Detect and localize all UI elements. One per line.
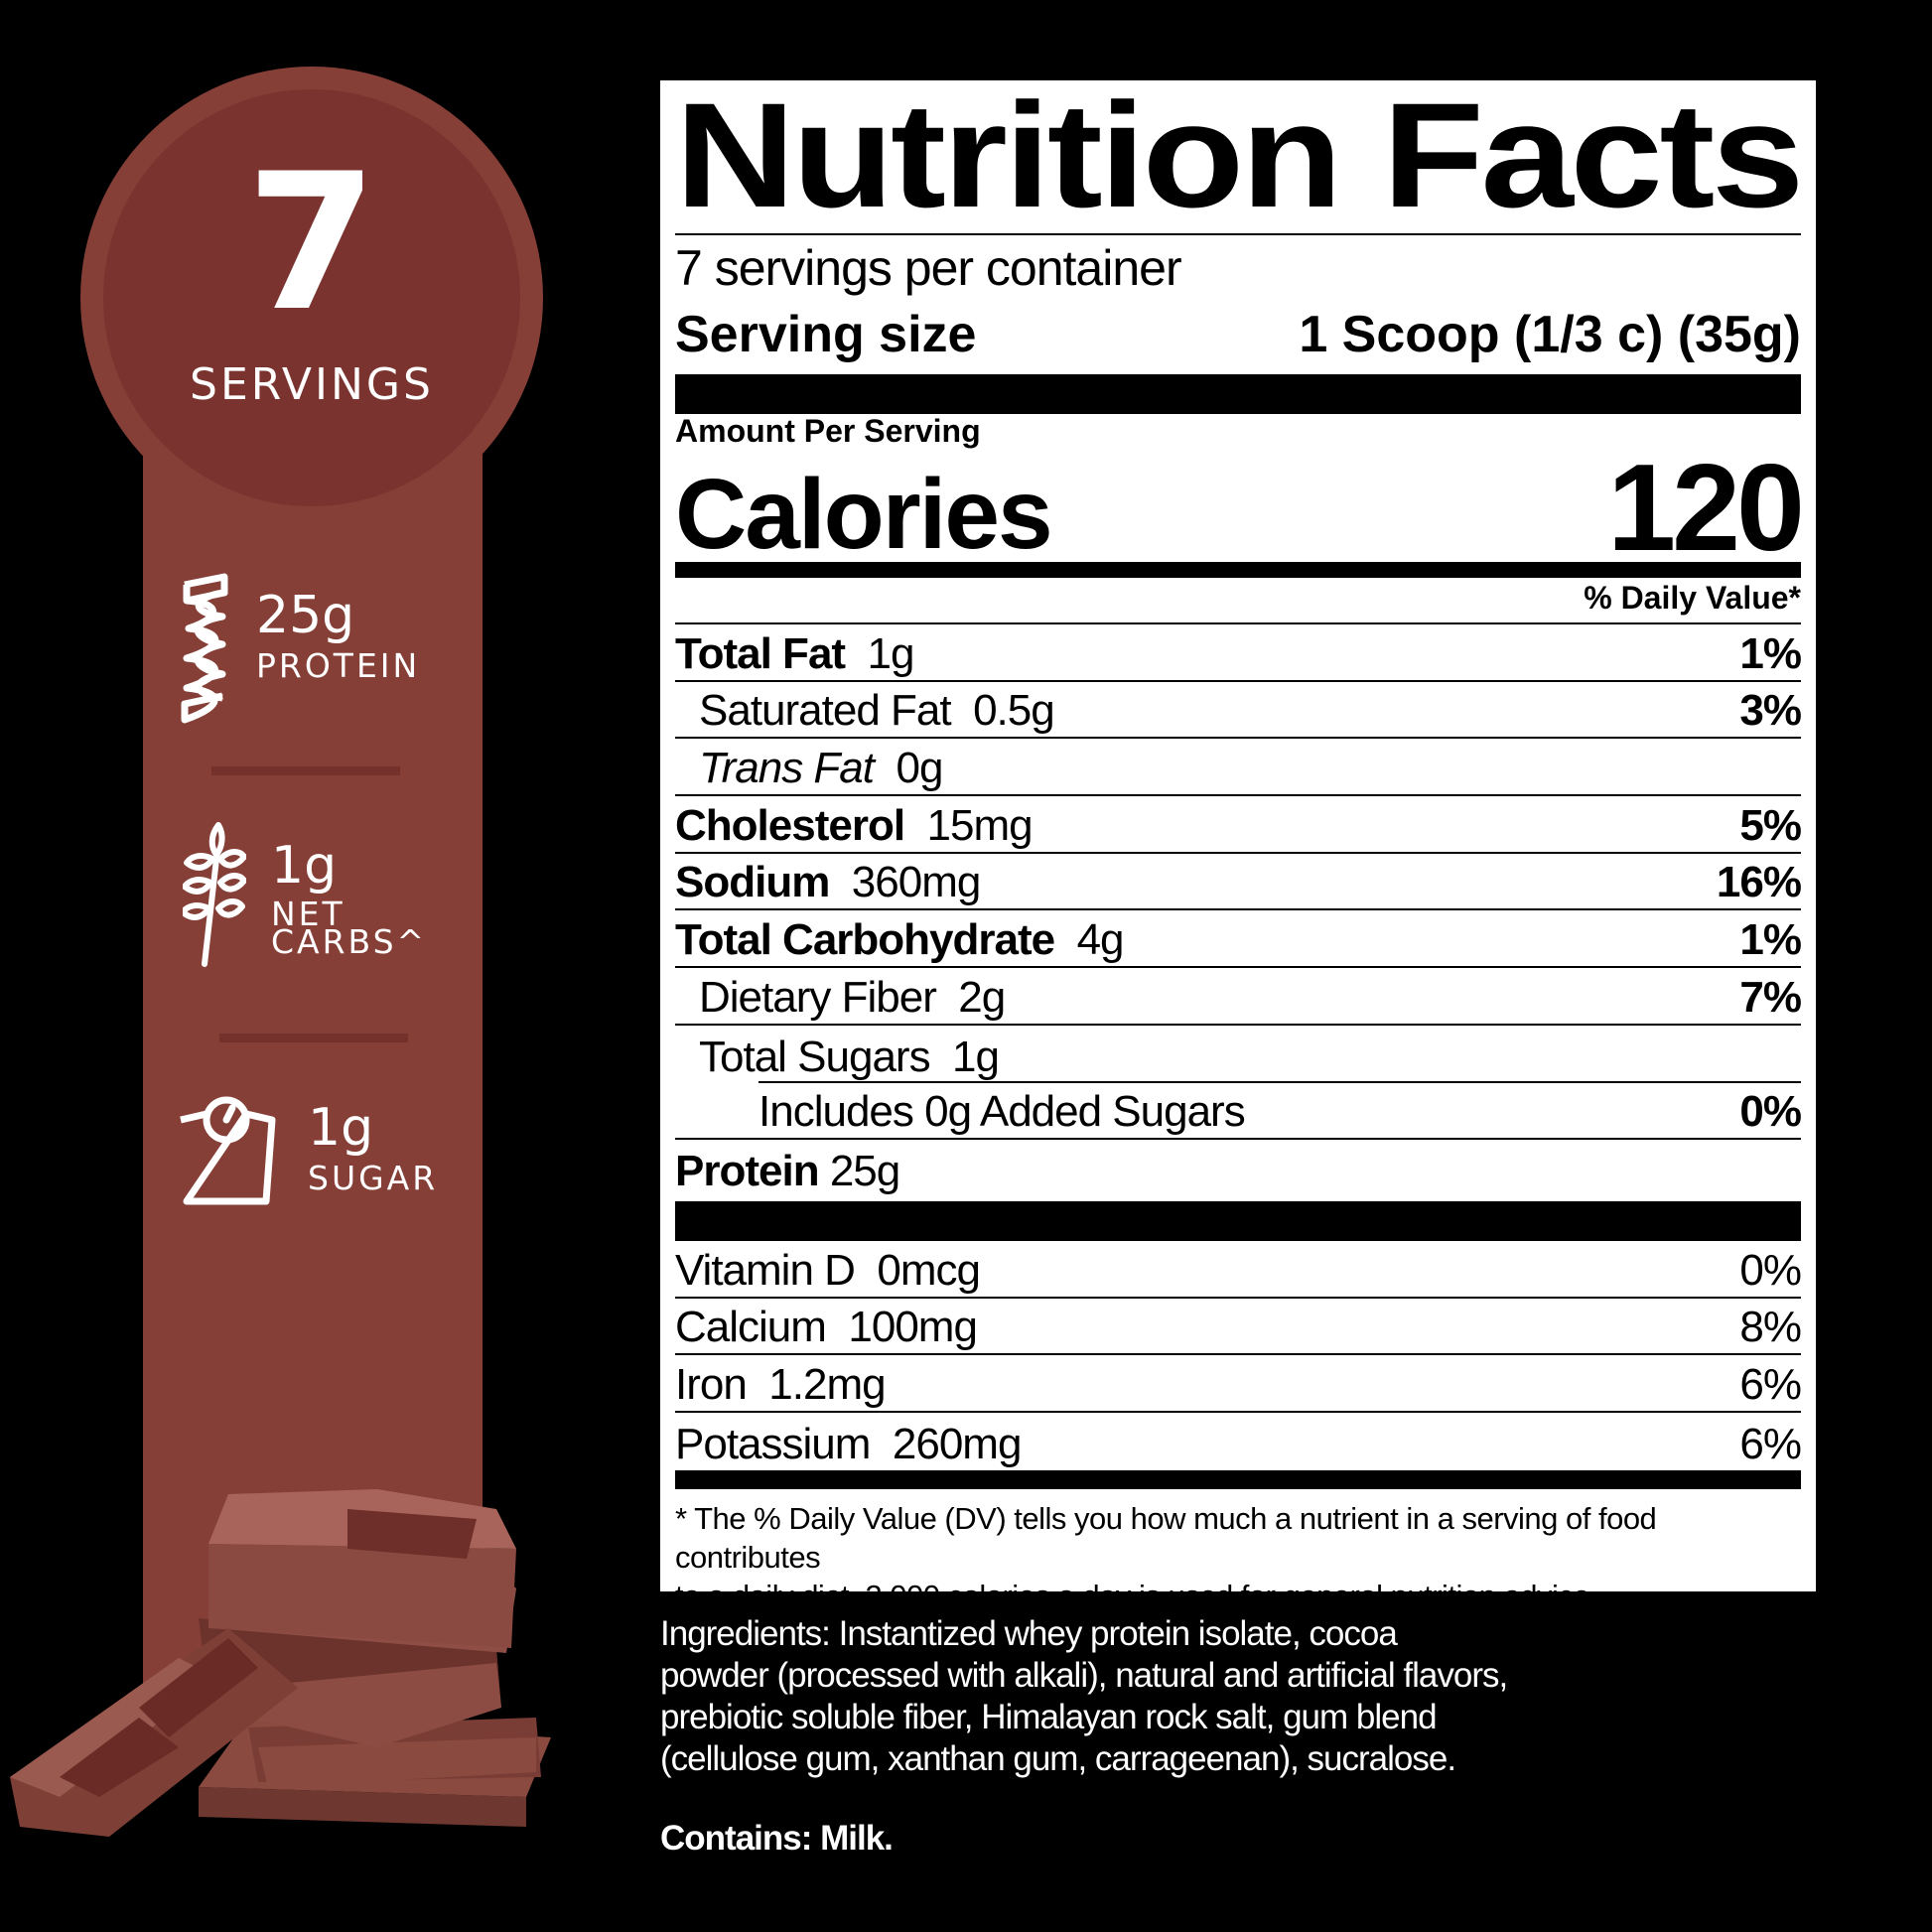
divider bbox=[219, 1034, 408, 1042]
divider bbox=[211, 766, 400, 775]
footnote-line: * The % Daily Value (DV) tells you how m… bbox=[675, 1500, 1657, 1575]
nutrient-name: Cholesterol bbox=[675, 800, 905, 850]
serving-size-label: Serving size bbox=[675, 306, 977, 363]
vitamin-amount: 1.2mg bbox=[768, 1359, 886, 1409]
thick-rule bbox=[675, 374, 1801, 414]
ingredients-line: powder (processed with alkali), natural … bbox=[660, 1656, 1508, 1695]
nutrient-dv: 7% bbox=[1739, 972, 1802, 1022]
protein-value: 25g bbox=[256, 586, 355, 645]
nutrient-dv: 3% bbox=[1739, 686, 1802, 736]
net-carbs-value: 1g bbox=[271, 836, 338, 896]
nutrient-amount: 0g bbox=[896, 744, 943, 793]
vitamin-dv: 6% bbox=[1739, 1419, 1802, 1468]
sugar-label: SUGAR bbox=[308, 1159, 439, 1197]
nutrient-row-saturated-fat: Saturated Fat 0.5g 3% bbox=[675, 682, 1802, 740]
amount-per-serving-text: Amount Per Serving bbox=[675, 413, 981, 449]
chocolate-bars-image bbox=[10, 1489, 551, 1837]
nutrient-row-total-fat: Total Fat 1g 1% bbox=[675, 624, 1802, 682]
nutrient-row-protein: Protein 25g bbox=[675, 1140, 1801, 1197]
serving-size-value: 1 Scoop (1/3 c) (35g) bbox=[1299, 306, 1801, 363]
nutrient-amount: 2g bbox=[958, 972, 1006, 1022]
nutrient-amount: 15mg bbox=[926, 800, 1034, 850]
sidebar-column bbox=[143, 298, 483, 1708]
nutrient-row-total-sugars: Total Sugars 1g bbox=[675, 1026, 1801, 1083]
nutrient-name: Dietary Fiber bbox=[699, 972, 937, 1022]
vitamin-dv: 8% bbox=[1739, 1303, 1802, 1352]
nutrient-name: Trans Fat bbox=[699, 744, 875, 793]
allergen-statement: Contains: Milk. bbox=[660, 1819, 894, 1858]
nutrient-amount: 25g bbox=[829, 1146, 900, 1195]
nutrient-row-sodium: Sodium 360mg 16% bbox=[675, 854, 1802, 911]
nutrient-name: Protein bbox=[675, 1146, 820, 1195]
servings-per-container-text: 7 servings per container bbox=[675, 240, 1182, 296]
title-text: Nutrition Facts bbox=[675, 71, 1804, 238]
nutrient-row-total-carbohydrate: Total Carbohydrate 4g 1% bbox=[675, 910, 1802, 969]
wheat-icon bbox=[183, 822, 246, 967]
amount-per-serving: Amount Per Serving bbox=[675, 413, 1801, 450]
nutrient-name: Total Carbohydrate bbox=[675, 915, 1055, 965]
calories-label: Calories bbox=[675, 459, 1053, 570]
nutrient-row-added-sugars: Includes 0g Added Sugars 0% bbox=[675, 1083, 1802, 1141]
servings-per-container: 7 servings per container bbox=[675, 235, 1801, 297]
servings-label: SERVINGS bbox=[190, 359, 434, 410]
nutrient-dv: 16% bbox=[1716, 858, 1802, 907]
nutrient-dv: 1% bbox=[1739, 628, 1802, 678]
partial-rule bbox=[759, 1080, 1801, 1083]
vitamin-amount: 260mg bbox=[892, 1419, 1023, 1468]
nutrient-row-dietary-fiber: Dietary Fiber 2g 7% bbox=[675, 968, 1802, 1026]
nutrition-facts-title: Nutrition Facts bbox=[675, 71, 1804, 238]
protein-helix-icon bbox=[181, 573, 228, 724]
vitamin-row-vitamin-d: Vitamin D 0mcg 0% bbox=[675, 1241, 1802, 1299]
nutrient-name: Total Sugars bbox=[699, 1032, 931, 1081]
vitamin-row-iron: Iron 1.2mg 6% bbox=[675, 1355, 1802, 1413]
vitamin-name: Vitamin D bbox=[675, 1245, 856, 1295]
net-carbs-label-line1: NET bbox=[271, 895, 345, 933]
vitamin-name: Iron bbox=[675, 1359, 748, 1409]
daily-value-header: % Daily Value* bbox=[675, 578, 1801, 624]
daily-value-header-text: % Daily Value* bbox=[1584, 580, 1801, 616]
nutrient-name: Saturated Fat bbox=[699, 686, 952, 736]
servings-badge-inner bbox=[103, 89, 520, 506]
nutrient-name: Total Fat bbox=[675, 628, 846, 678]
ingredients-line: prebiotic soluble fiber, Himalayan rock … bbox=[660, 1698, 1438, 1736]
calories-value: 120 bbox=[1607, 440, 1805, 577]
serving-size-row: Serving size 1 Scoop (1/3 c) (35g) bbox=[675, 297, 1801, 366]
nutrient-dv: 0% bbox=[1739, 1087, 1802, 1137]
nutrient-amount: 1g bbox=[952, 1032, 1000, 1081]
sugar-value: 1g bbox=[308, 1098, 374, 1158]
medium-rule bbox=[675, 562, 1801, 578]
ingredients-list: Ingredients: Instantized whey protein is… bbox=[660, 1613, 1554, 1780]
footnote-line: to a daily diet. 2,000 calories a day is… bbox=[675, 1578, 1598, 1613]
thick-rule bbox=[675, 1200, 1801, 1241]
vitamin-row-potassium: Potassium 260mg 6% bbox=[675, 1413, 1802, 1470]
vitamin-row-calcium: Calcium 100mg 8% bbox=[675, 1299, 1802, 1356]
daily-value-footnote: * The % Daily Value (DV) tells you how m… bbox=[675, 1489, 1801, 1615]
vitamin-dv: 0% bbox=[1739, 1245, 1802, 1295]
protein-label: PROTEIN bbox=[256, 646, 421, 685]
servings-number: 7 bbox=[245, 133, 378, 352]
calories-row: Calories 120 bbox=[675, 440, 1805, 577]
vitamin-name: Calcium bbox=[675, 1303, 827, 1352]
ingredients-line: Ingredients: Instantized whey protein is… bbox=[660, 1614, 1398, 1653]
nutrition-facts-panel: Nutrition Facts 7 servings per container… bbox=[660, 71, 1816, 1613]
vitamin-dv: 6% bbox=[1739, 1359, 1802, 1409]
vitamin-name: Potassium bbox=[675, 1419, 871, 1468]
nutrient-row-cholesterol: Cholesterol 15mg 5% bbox=[675, 796, 1802, 854]
vitamin-amount: 100mg bbox=[848, 1303, 978, 1352]
nutrient-dv: 5% bbox=[1739, 800, 1802, 850]
scale-icon bbox=[180, 1096, 276, 1205]
nutrient-row-trans-fat: Trans Fat 0g bbox=[675, 739, 1801, 797]
ingredients-line: (cellulose gum, xanthan gum, carrageenan… bbox=[660, 1739, 1456, 1778]
nutrient-amount: 4g bbox=[1076, 915, 1125, 965]
nutrient-amount: 360mg bbox=[851, 858, 982, 907]
nutrient-name: Sodium bbox=[675, 858, 830, 907]
nutrient-amount: 0.5g bbox=[973, 686, 1055, 736]
vitamin-amount: 0mcg bbox=[877, 1245, 981, 1295]
nutrient-dv: 1% bbox=[1739, 915, 1802, 965]
nutrient-amount: 1g bbox=[867, 628, 915, 678]
medium-rule bbox=[675, 1469, 1801, 1489]
nutrient-name: Includes 0g Added Sugars bbox=[759, 1087, 1246, 1137]
net-carbs-label-line2: CARBS^ bbox=[271, 922, 428, 961]
